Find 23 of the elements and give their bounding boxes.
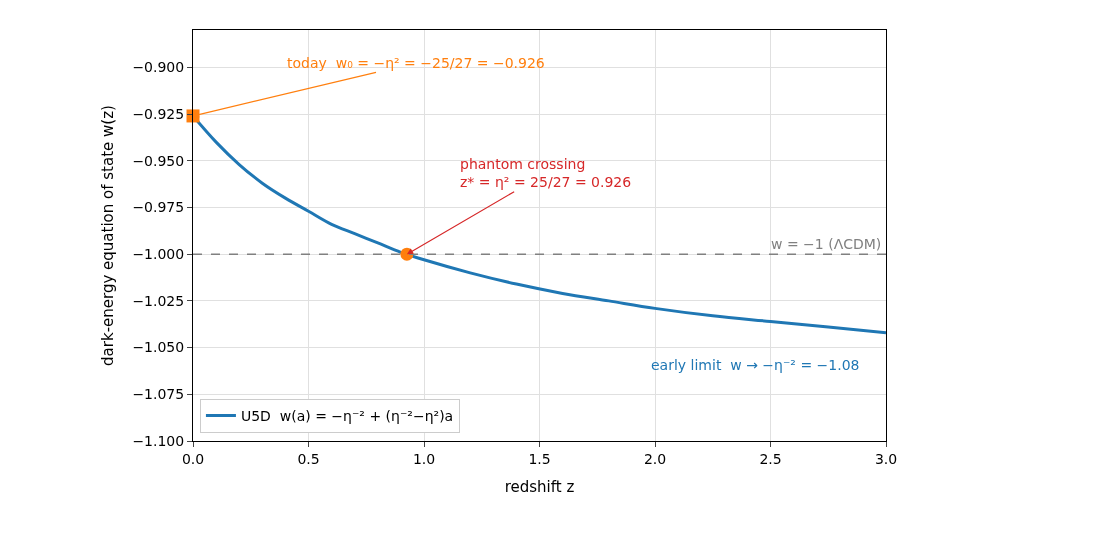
ref-line-label: w = −1 (ΛCDM) bbox=[771, 236, 882, 252]
y-tick-label: −1.000 bbox=[132, 246, 185, 263]
y-tick-label: −0.925 bbox=[132, 105, 185, 122]
x-tick-label: 1.5 bbox=[528, 450, 551, 467]
y-tick-label: −1.075 bbox=[132, 386, 185, 403]
annotation: today w₀ = −η² = −25/27 = −0.926 bbox=[287, 55, 545, 71]
x-tick-label: 0.5 bbox=[297, 450, 320, 467]
x-tick-label: 1.0 bbox=[412, 450, 436, 467]
y-tick-label: −1.050 bbox=[132, 339, 185, 356]
x-tick-label: 3.0 bbox=[874, 450, 898, 467]
y-axis-title: dark-energy equation of state w(z) bbox=[98, 105, 117, 366]
y-tick-label: −0.950 bbox=[132, 152, 185, 169]
y-tick-label: −0.900 bbox=[132, 59, 185, 76]
legend-label: U5D w(a) = −η⁻² + (η⁻²−η²)a bbox=[240, 407, 454, 424]
annotation: phantom crossing z* = η² = 25/27 = 0.926 bbox=[460, 156, 632, 191]
x-tick-label: 2.0 bbox=[643, 450, 667, 467]
y-tick-label: −0.975 bbox=[132, 199, 185, 216]
x-tick-label: 0.0 bbox=[181, 450, 205, 467]
x-axis-title: redshift z bbox=[504, 477, 575, 496]
x-tick-label: 2.5 bbox=[759, 450, 782, 467]
y-tick-label: −1.100 bbox=[132, 432, 185, 449]
annotation: early limit w → −η⁻² = −1.08 bbox=[651, 357, 860, 373]
y-tick-label: −1.025 bbox=[132, 292, 185, 309]
